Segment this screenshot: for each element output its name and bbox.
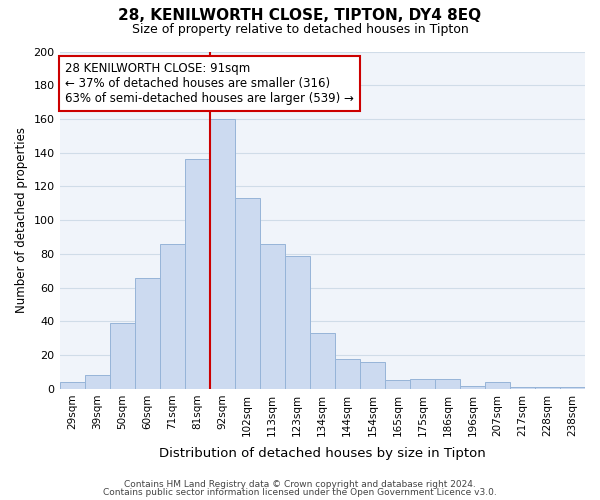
- Bar: [134, 278, 160, 389]
- Text: Contains public sector information licensed under the Open Government Licence v3: Contains public sector information licen…: [103, 488, 497, 497]
- Bar: [85, 376, 110, 389]
- Bar: [185, 160, 209, 389]
- Bar: [310, 333, 335, 389]
- Bar: [360, 362, 385, 389]
- Bar: [260, 244, 285, 389]
- Bar: [560, 387, 585, 389]
- Y-axis label: Number of detached properties: Number of detached properties: [15, 127, 28, 313]
- Text: Contains HM Land Registry data © Crown copyright and database right 2024.: Contains HM Land Registry data © Crown c…: [124, 480, 476, 489]
- Bar: [460, 386, 485, 389]
- Bar: [385, 380, 410, 389]
- Bar: [160, 244, 185, 389]
- X-axis label: Distribution of detached houses by size in Tipton: Distribution of detached houses by size …: [159, 447, 485, 460]
- Bar: [485, 382, 510, 389]
- Bar: [235, 198, 260, 389]
- Bar: [435, 379, 460, 389]
- Bar: [410, 379, 435, 389]
- Bar: [335, 358, 360, 389]
- Bar: [209, 119, 235, 389]
- Text: Size of property relative to detached houses in Tipton: Size of property relative to detached ho…: [131, 22, 469, 36]
- Text: 28, KENILWORTH CLOSE, TIPTON, DY4 8EQ: 28, KENILWORTH CLOSE, TIPTON, DY4 8EQ: [118, 8, 482, 22]
- Text: 28 KENILWORTH CLOSE: 91sqm
← 37% of detached houses are smaller (316)
63% of sem: 28 KENILWORTH CLOSE: 91sqm ← 37% of deta…: [65, 62, 353, 104]
- Bar: [110, 323, 134, 389]
- Bar: [59, 382, 85, 389]
- Bar: [510, 387, 535, 389]
- Bar: [285, 256, 310, 389]
- Bar: [535, 387, 560, 389]
